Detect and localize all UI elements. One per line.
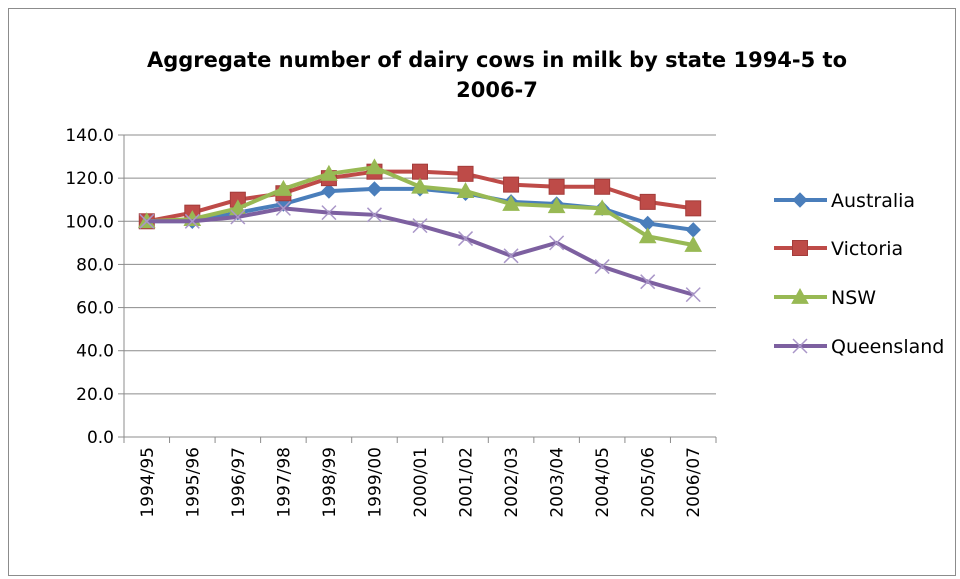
data-point-queensland <box>594 259 610 275</box>
data-point-victoria <box>457 165 474 182</box>
marker-stroke <box>549 235 565 251</box>
data-point-queensland <box>275 200 291 216</box>
chart-frame: Aggregate number of dairy cows in milk b… <box>8 8 956 576</box>
data-point-victoria <box>639 193 656 210</box>
x-tick-label: 1995/96 <box>183 447 203 518</box>
data-point-queensland <box>685 287 701 303</box>
x-tick-label: 2003/04 <box>548 447 568 518</box>
legend-marker-nsw <box>791 287 809 304</box>
marker-stroke <box>685 287 701 303</box>
marker-stroke <box>321 205 337 221</box>
data-point-queensland <box>366 207 382 223</box>
data-point-nsw <box>502 194 520 211</box>
x-tick-label: 2001/02 <box>457 447 477 518</box>
data-point-queensland <box>640 274 656 290</box>
legend-marker-australia <box>792 192 808 208</box>
y-axis-tick-labels: 0.0 20.0 40.0 60.0 80.0 100.0 120.0 140.0 <box>65 126 114 448</box>
marker-stroke <box>792 338 808 354</box>
marker-stroke <box>503 248 519 264</box>
data-point-nsw <box>638 227 657 244</box>
data-point-nsw <box>593 199 612 216</box>
data-point-nsw <box>320 164 338 181</box>
data-point-queensland <box>139 213 155 229</box>
legend-item-australia: Australia <box>774 190 915 212</box>
data-point-nsw <box>365 158 384 175</box>
data-point-nsw <box>684 235 703 252</box>
x-tick-label: 1999/00 <box>365 447 385 518</box>
y-tick-label: 140.0 <box>65 126 114 146</box>
legend-item-queensland: Queensland <box>774 336 944 358</box>
marker-stroke <box>184 213 200 229</box>
series-lines <box>137 158 703 303</box>
marker-stroke <box>412 218 428 234</box>
data-point-australia <box>685 222 701 238</box>
data-point-victoria <box>548 178 565 195</box>
chart-title-line-2: 2006-7 <box>456 78 538 102</box>
y-tick-label: 40.0 <box>76 342 114 362</box>
x-axis-tick-labels: 1994/95 1995/96 1996/97 1997/98 1998/99 1999/… <box>138 447 704 518</box>
y-tick-label: 20.0 <box>76 385 114 405</box>
legend-marker-victoria <box>792 240 808 256</box>
data-point-queensland <box>412 218 428 234</box>
legend-item-victoria: Victoria <box>774 238 903 260</box>
x-tick-label: 1998/99 <box>320 447 340 518</box>
data-point-queensland <box>184 213 200 229</box>
data-point-nsw <box>274 179 293 196</box>
marker-stroke <box>230 209 246 225</box>
line-chart: Aggregate number of dairy cows in milk b… <box>65 48 944 518</box>
y-tick-label: 100.0 <box>65 212 114 232</box>
legend-label-australia: Australia <box>831 190 915 212</box>
legend-label-nsw: NSW <box>831 287 876 309</box>
data-point-nsw <box>456 182 475 198</box>
data-point-nsw <box>547 197 566 214</box>
y-tick-label: 0.0 <box>87 428 114 448</box>
x-tick-label: 1996/97 <box>229 447 249 518</box>
legend-marker-queensland <box>792 338 808 354</box>
series-queensland <box>139 200 701 303</box>
data-point-victoria <box>412 163 428 180</box>
legend: Australia Victoria NSW Queensland <box>774 190 944 358</box>
x-tick-label: 1994/95 <box>138 447 158 518</box>
marker-stroke <box>594 259 610 275</box>
legend-label-victoria: Victoria <box>831 238 903 260</box>
data-point-queensland <box>321 205 337 221</box>
x-tick-label: 2006/07 <box>684 447 704 518</box>
marker-stroke <box>275 200 291 216</box>
data-point-nsw <box>228 199 247 216</box>
data-point-australia <box>321 183 337 199</box>
series-nsw <box>137 158 703 252</box>
data-point-victoria <box>503 176 520 193</box>
marker-stroke <box>458 231 474 247</box>
data-point-queensland <box>458 231 474 247</box>
data-point-queensland <box>549 235 565 251</box>
y-tick-label: 60.0 <box>76 299 114 319</box>
marker-stroke <box>366 207 382 223</box>
y-tick-label: 120.0 <box>65 169 114 189</box>
x-tick-label: 2005/06 <box>639 447 659 518</box>
x-tick-label: 1997/98 <box>274 447 294 518</box>
data-point-australia <box>366 181 383 197</box>
axes <box>118 134 717 443</box>
x-tick-label: 2000/01 <box>411 447 431 518</box>
data-point-victoria <box>594 178 611 195</box>
data-point-victoria <box>685 200 702 217</box>
legend-item-nsw: NSW <box>774 287 876 309</box>
x-tick-label: 2004/05 <box>593 447 613 518</box>
y-tick-label: 80.0 <box>76 255 114 275</box>
chart-title-line-1: Aggregate number of dairy cows in milk b… <box>147 48 847 72</box>
data-point-queensland <box>503 248 519 264</box>
marker-stroke <box>139 213 155 229</box>
data-point-queensland <box>230 209 246 225</box>
legend-label-queensland: Queensland <box>831 336 944 358</box>
x-tick-label: 2002/03 <box>502 447 522 518</box>
data-point-nsw <box>411 177 429 194</box>
marker-stroke <box>640 274 656 290</box>
